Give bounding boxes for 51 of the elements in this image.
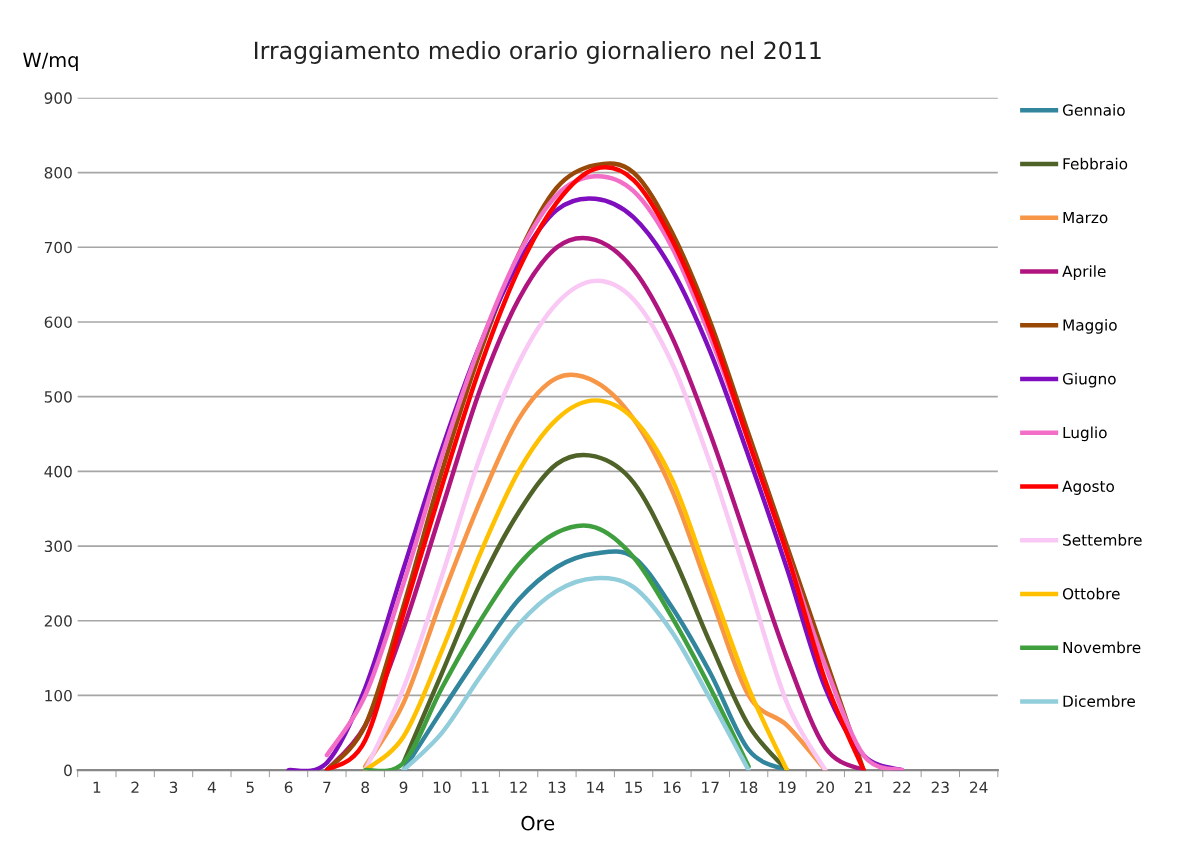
x-tick-label: 24: [970, 781, 988, 793]
chart-title: Irraggiamento medio orario giornaliero nel 2011: [254, 41, 821, 64]
x-tick-label: 23: [931, 781, 949, 794]
x-tick-label: 6: [284, 781, 293, 794]
legend-label: Luglio: [1063, 426, 1107, 442]
legend-label: Dicembre: [1063, 695, 1135, 707]
x-tick-label: 1: [93, 781, 101, 793]
x-tick-label: 15: [625, 781, 642, 794]
x-tick-label: 7: [323, 781, 331, 793]
x-tick-label: 20: [816, 781, 834, 794]
x-tick-label: 21: [855, 781, 872, 793]
x-tick-label: 17: [702, 781, 719, 793]
y-tick-label: 700: [44, 241, 72, 254]
legend-label: Gennaio: [1062, 103, 1125, 116]
x-tick-label: 14: [587, 781, 605, 793]
x-tick-label: 8: [361, 781, 370, 794]
y-tick-label: 200: [44, 615, 72, 627]
y-tick-label: 100: [45, 689, 72, 702]
y-tick-label: 300: [44, 540, 72, 553]
x-tick-label: 10: [433, 781, 451, 794]
line-series: [363, 278, 828, 771]
legend-label: Giugno: [1062, 372, 1116, 388]
x-tick-label: 22: [893, 781, 911, 793]
x-tick-label: 13: [548, 781, 566, 794]
legend-label: Novembre: [1063, 641, 1141, 654]
x-tick-label: 2: [131, 781, 139, 793]
x-tick-label: 9: [399, 781, 408, 794]
x-tick-label: 5: [246, 781, 254, 794]
x-axis-title: Ore: [521, 815, 555, 831]
legend-label: Aprile: [1062, 265, 1106, 280]
legend-label: Febbraio: [1063, 157, 1128, 170]
x-tick-label: 4: [207, 781, 216, 793]
legend-label: Maggio: [1063, 318, 1117, 334]
y-tick-label: 900: [44, 92, 72, 104]
x-tick-label: 16: [663, 781, 681, 794]
x-tick-label: 19: [778, 781, 796, 794]
y-tick-label: 400: [44, 465, 72, 478]
legend-label: Marzo: [1063, 211, 1108, 224]
legend-label: Agosto: [1062, 480, 1115, 495]
x-tick-label: 11: [472, 781, 489, 793]
y-axis-title: W/mq: [23, 52, 78, 71]
legend-label: Settembre: [1063, 533, 1142, 546]
x-tick-label: 12: [510, 781, 527, 793]
y-tick-label: 800: [44, 167, 72, 179]
legend-label: Ottobre: [1062, 587, 1120, 600]
y-tick-label: 600: [44, 316, 72, 328]
y-tick-label: 0: [64, 764, 72, 777]
line-series: [401, 575, 751, 771]
y-tick-label: 500: [44, 391, 72, 403]
x-tick-label: 3: [169, 781, 178, 794]
x-tick-label: 18: [740, 781, 758, 794]
